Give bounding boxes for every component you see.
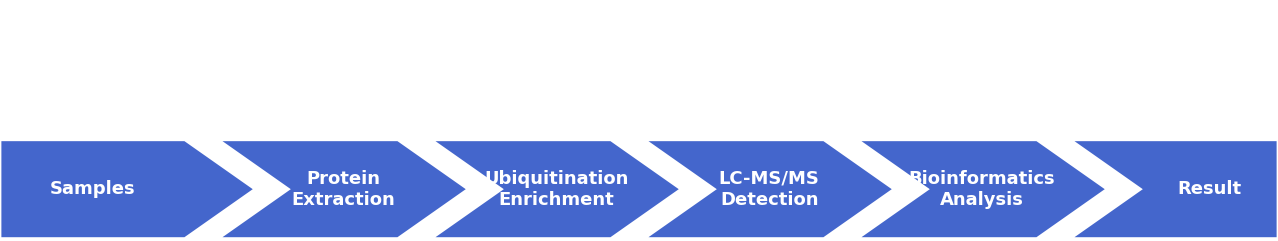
Text: Ubiquitination
Enrichment: Ubiquitination Enrichment	[484, 170, 629, 208]
Polygon shape	[1070, 140, 1278, 239]
Polygon shape	[431, 140, 681, 239]
Text: LC-MS/MS
Detection: LC-MS/MS Detection	[718, 170, 819, 208]
Polygon shape	[0, 140, 256, 239]
Polygon shape	[644, 140, 895, 239]
Text: Bioinformatics
Analysis: Bioinformatics Analysis	[909, 170, 1056, 208]
Text: Result: Result	[1177, 180, 1241, 198]
Text: Samples: Samples	[50, 180, 135, 198]
Text: Protein
Extraction: Protein Extraction	[291, 170, 395, 208]
Polygon shape	[219, 140, 468, 239]
Polygon shape	[858, 140, 1107, 239]
